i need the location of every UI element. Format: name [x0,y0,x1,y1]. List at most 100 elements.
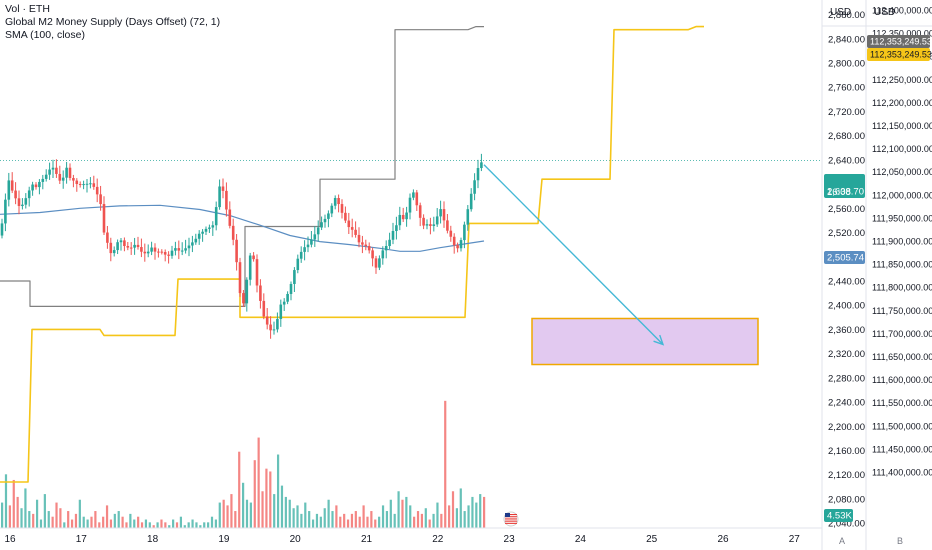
volume-bar [164,522,167,528]
candle-body [276,318,279,330]
us-flag-icon [503,511,519,527]
volume-bar [424,508,427,528]
volume-bar [370,511,373,528]
volume-bar [67,511,70,528]
left-axis-tick-label: 2,160.00 [828,446,865,457]
right-axis-tick-label: 112,350,000.00 [872,29,932,39]
candle-body [78,184,82,186]
m2-raw-line [0,26,484,307]
legend-volume[interactable]: Vol · ETH [5,3,50,15]
candle-body [265,316,269,325]
candle-body [364,244,368,246]
volume-bar [245,499,249,528]
scale-mode-button[interactable]: B [897,536,904,546]
left-axis-tick-label: 2,880.00 [828,10,865,21]
volume-bar [47,511,50,528]
candle-body [330,205,334,214]
candle-body [231,225,235,240]
candle-body [34,184,38,188]
candle-body [65,167,68,178]
candle-body [68,167,72,179]
candle-body [133,244,136,248]
volume-bar [401,499,404,528]
candle-body [262,300,266,317]
volume-bar [300,513,303,528]
legend-sma[interactable]: SMA (100, close) [5,29,85,41]
volume-bar [249,502,252,528]
candle-body [225,190,228,210]
volume-bar [35,499,39,528]
volume-bar [265,468,268,528]
candle-body [272,329,276,331]
candle-body [48,169,51,175]
left-axis-tick-label: 2,560.00 [828,204,865,215]
m2-raw-line-layer [0,26,484,307]
volume-bar [195,522,198,528]
sma-line [0,204,485,252]
right-axis-tick-label: 112,200,000.00 [872,98,932,108]
volume-bar [362,505,365,528]
left-axis-tick-label: 2,520.00 [828,228,865,239]
candle-body [218,186,221,208]
legend-m2[interactable]: Global M2 Money Supply (Days Offset) (72… [5,16,221,28]
candle-body [350,227,354,230]
candle-body [480,162,483,169]
candle-body [170,250,174,256]
candle-body [252,255,255,260]
candle-body [238,262,242,294]
candle-body [61,177,65,181]
candle-body [150,247,153,252]
last-price-label: 2,638.70 [824,174,865,198]
candle-body [4,199,7,224]
volume-bar [129,513,132,528]
candle-body [109,242,113,254]
volume-bar [288,499,291,528]
volume-bar [175,522,179,528]
volume-bar [261,491,264,528]
right-axis-tick-label: 111,850,000.00 [872,260,932,270]
volume-bar [12,479,15,528]
candle-body [388,239,391,246]
time-axis-tick-label: 21 [361,534,373,545]
volume-bar [94,511,97,528]
volume-bar [125,522,128,528]
svg-text:2,505.74: 2,505.74 [827,253,864,264]
volume-bar [168,525,171,528]
candle-body [449,230,453,237]
candle-body [221,186,225,191]
target-zone-layer [531,317,759,366]
candle-body [208,227,211,229]
volume-bar [436,502,439,528]
sma-line-layer [0,204,485,252]
volume-bar [393,513,396,528]
candle-body [116,242,119,251]
volume-bar [319,516,322,528]
left-axis-tick-label: 2,360.00 [828,325,865,336]
candle-body [10,180,14,191]
candle-body [459,240,463,249]
volume-bar [292,508,295,528]
volume-bar [463,511,466,528]
candle-body [123,240,126,247]
volume-bar [374,519,377,528]
candle-body [259,285,262,301]
volume-bar [269,471,272,528]
auto-scale-button[interactable]: A [839,536,846,546]
candle-body [398,214,402,226]
right-axis-tick-label: 111,750,000.00 [872,306,932,316]
candles [0,153,483,339]
volume-bar [16,496,19,528]
volume-bar [323,508,326,528]
m2-offset-line-layer [0,25,704,483]
time-axis-tick-label: 18 [147,534,159,545]
candle-body [279,304,283,319]
candle-body [289,283,293,294]
candle-body [160,251,164,253]
candle-body [180,250,184,252]
volume-bar [43,494,46,528]
left-axis-tick-label: 2,760.00 [828,83,865,94]
candle-body [51,167,55,170]
time-axis-tick-label: 22 [432,534,444,545]
